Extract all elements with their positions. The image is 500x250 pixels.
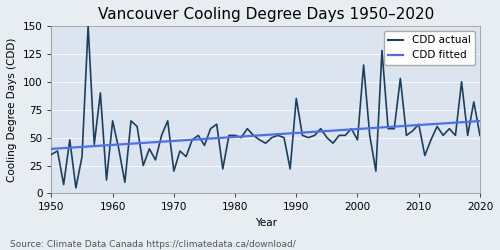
CDD fitted <box>306 131 312 134</box>
CDD actual <box>60 183 66 186</box>
CDD fitted <box>477 120 483 122</box>
CDD fitted <box>208 137 214 140</box>
CDD actual <box>318 127 324 130</box>
CDD fitted <box>48 148 54 150</box>
Line: CDD fitted: CDD fitted <box>52 121 480 149</box>
X-axis label: Year: Year <box>254 218 276 228</box>
Y-axis label: Cooling Degree Days (CDD): Cooling Degree Days (CDD) <box>7 38 17 182</box>
CDD fitted <box>256 134 262 137</box>
CDD fitted <box>452 121 458 124</box>
CDD actual <box>48 153 54 156</box>
CDD actual <box>73 186 79 190</box>
CDD actual <box>122 181 128 184</box>
Title: Vancouver Cooling Degree Days 1950–2020: Vancouver Cooling Degree Days 1950–2020 <box>98 7 434 22</box>
CDD actual <box>85 24 91 28</box>
CDD actual <box>464 134 470 137</box>
CDD fitted <box>171 140 177 142</box>
CDD actual <box>477 134 483 137</box>
Line: CDD actual: CDD actual <box>52 26 480 188</box>
Text: Source: Climate Data Canada https://climatedata.ca/download/: Source: Climate Data Canada https://clim… <box>10 240 296 249</box>
CDD fitted <box>60 146 66 150</box>
Legend: CDD actual, CDD fitted: CDD actual, CDD fitted <box>384 31 474 65</box>
CDD actual <box>269 136 275 139</box>
CDD actual <box>446 127 452 130</box>
